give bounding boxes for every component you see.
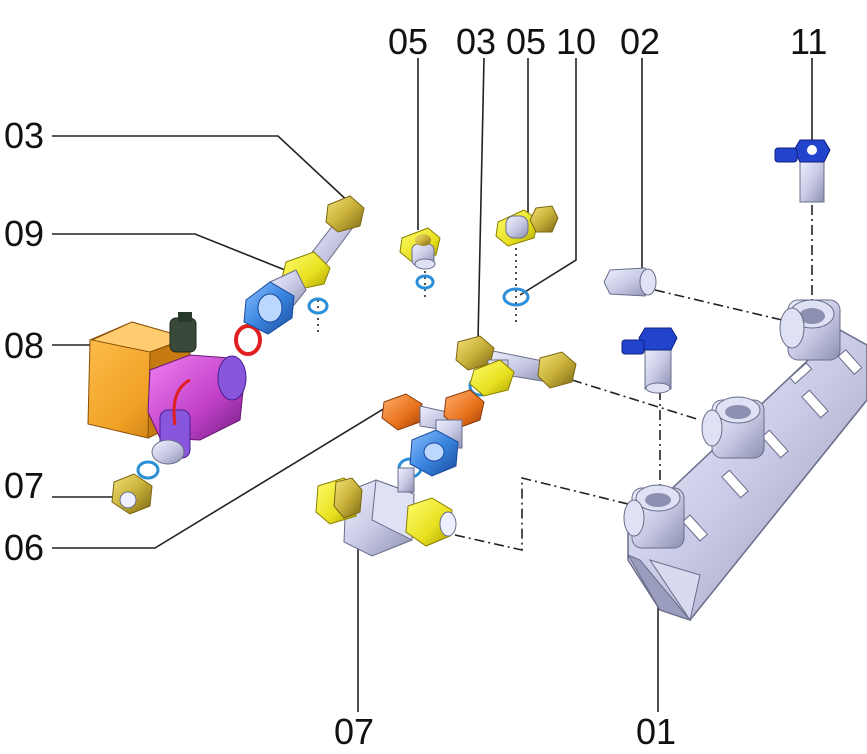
label-02: 02 [620, 21, 661, 62]
label-05-a: 05 [388, 21, 429, 62]
tee-pipe-03-center [455, 335, 577, 397]
leader-10 [519, 58, 577, 296]
bracket-elbow-top [779, 299, 841, 361]
nut-blue-center [409, 429, 459, 477]
label-10: 10 [556, 21, 597, 62]
manifold-bracket-01 [623, 299, 867, 622]
circulation-pump-08 [87, 312, 247, 465]
label-05-b: 05 [506, 21, 547, 62]
label-11: 11 [790, 21, 828, 62]
elbow-05-a [399, 227, 441, 270]
bracket-elbow-middle [701, 396, 765, 459]
label-08: 08 [4, 325, 45, 366]
label-09: 09 [4, 213, 45, 254]
assembly-axes [317, 205, 813, 551]
ball-valve-middle [621, 327, 678, 394]
bracket-elbow-bottom [623, 484, 685, 549]
leader-03-left [52, 135, 353, 206]
ball-valve-11 [774, 139, 831, 203]
label-03-top: 03 [456, 21, 497, 62]
label-06: 06 [4, 527, 45, 568]
label-07-left: 07 [4, 465, 45, 506]
leader-06 [52, 404, 391, 549]
leader-03-top [477, 57, 485, 341]
fitting-07-left [111, 473, 153, 515]
nut-09 [243, 281, 295, 335]
nipple-02 [603, 267, 657, 297]
label-07-bottom: 07 [334, 711, 375, 752]
label-01: 01 [636, 711, 677, 752]
elbow-05-b [495, 205, 559, 247]
label-03-left: 03 [4, 115, 45, 156]
valve-body-07 [315, 467, 457, 557]
leader-09 [52, 233, 286, 271]
pipe-03-left [267, 195, 365, 311]
